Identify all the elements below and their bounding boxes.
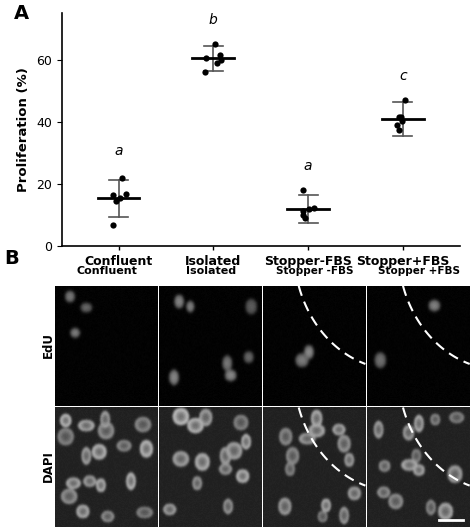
Text: Stopper -FBS: Stopper -FBS — [276, 266, 354, 276]
Y-axis label: Proliferation (%): Proliferation (%) — [18, 67, 30, 192]
Text: EdU: EdU — [42, 332, 55, 358]
Text: Isolated: Isolated — [186, 266, 236, 276]
Text: b: b — [209, 13, 218, 27]
Text: DAPI: DAPI — [42, 450, 55, 482]
Text: c: c — [399, 69, 407, 83]
Text: Confluent: Confluent — [76, 266, 137, 276]
Text: A: A — [14, 4, 29, 23]
Text: Stopper +FBS: Stopper +FBS — [379, 266, 460, 276]
Text: B: B — [5, 249, 19, 268]
Text: a: a — [114, 144, 123, 158]
Text: a: a — [304, 160, 312, 173]
